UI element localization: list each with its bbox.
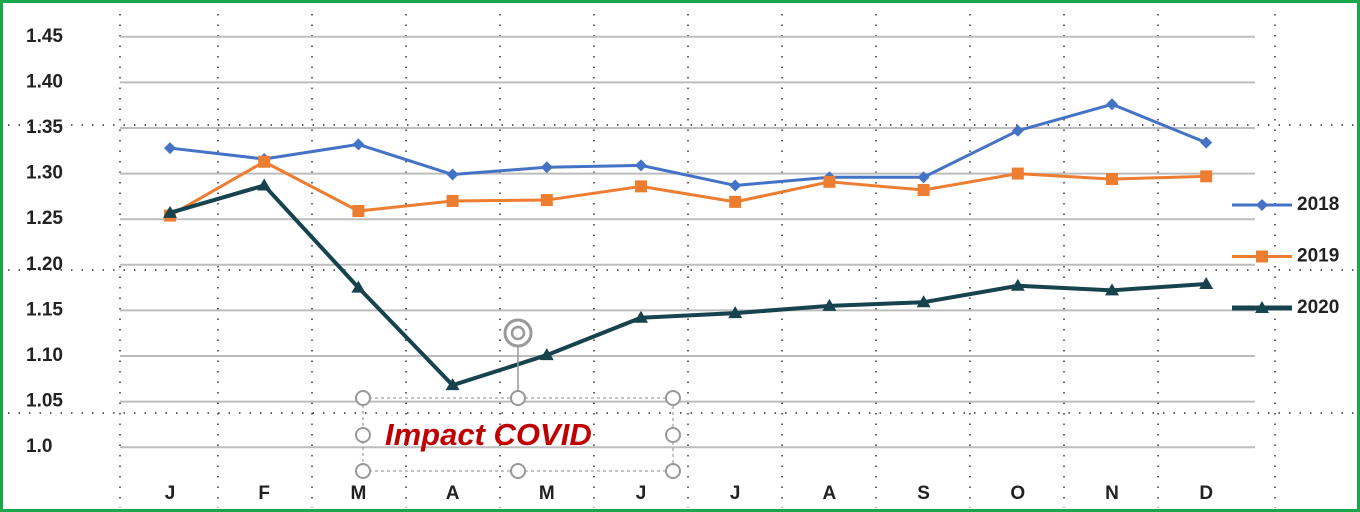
y-tick-label: 1.40	[26, 71, 63, 92]
marker	[446, 194, 459, 207]
marker	[823, 175, 836, 188]
y-tick-label: 1.15	[26, 299, 63, 320]
marker	[540, 161, 553, 174]
marker	[163, 205, 177, 218]
x-tick-label: M	[539, 483, 555, 504]
legend-label: 2019	[1297, 246, 1339, 267]
rotate-handle[interactable]	[503, 318, 533, 348]
marker	[917, 184, 930, 197]
legend-item: 2020	[1232, 297, 1339, 318]
marker	[635, 180, 647, 193]
marker	[729, 195, 742, 208]
plot	[163, 98, 1214, 391]
annotation: Impact COVID	[385, 417, 592, 452]
series-line	[169, 183, 1207, 388]
marker	[1199, 276, 1214, 289]
marker	[1106, 173, 1118, 186]
marker	[729, 179, 742, 192]
x-tick-label: A	[823, 483, 837, 504]
x-tick-label: M	[350, 483, 366, 504]
y-tick-label: 1.0	[26, 436, 52, 457]
handle[interactable]	[355, 463, 371, 479]
y-tick-label: 1.25	[26, 208, 63, 229]
legend-item: 2018	[1232, 194, 1339, 215]
marker	[445, 378, 460, 391]
x-tick-label: S	[917, 483, 930, 504]
grid: 1.0 1.05 1.10 1.15 1.20 1.25 1.30 1.35 1.40 1.45 J…	[26, 26, 1255, 504]
marker	[634, 310, 648, 323]
x-tick-label: J	[636, 483, 647, 504]
x-tick-label: D	[1199, 483, 1213, 504]
marker	[917, 171, 930, 184]
marker	[1106, 98, 1118, 111]
x-tick-label: F	[258, 483, 270, 504]
marker	[1256, 199, 1268, 211]
marker	[1200, 136, 1213, 149]
x-tick-label: O	[1010, 483, 1025, 504]
handle[interactable]	[665, 390, 681, 406]
marker	[352, 138, 365, 151]
handle[interactable]	[355, 390, 371, 406]
x-tick-label: J	[730, 483, 741, 504]
legend-label: 2020	[1297, 297, 1339, 318]
marker	[446, 168, 459, 181]
marker	[258, 155, 271, 168]
marker	[1255, 301, 1269, 313]
y-tick-label: 1.05	[26, 391, 63, 412]
marker	[916, 295, 931, 308]
y-tick-label: 1.45	[26, 26, 63, 47]
y-tick-label: 1.10	[26, 345, 63, 366]
marker	[540, 194, 553, 207]
handle[interactable]	[665, 463, 681, 479]
legend-label: 2018	[1297, 194, 1339, 215]
marker	[635, 159, 647, 172]
x-tick-label: J	[165, 483, 176, 504]
y-tick-label: 1.20	[26, 254, 63, 275]
marker	[1010, 278, 1025, 291]
y-tick-label: 1.30	[26, 163, 63, 184]
marker	[1105, 283, 1119, 296]
canvas-dots	[8, 14, 1355, 508]
marker	[164, 142, 176, 155]
legend-item: 2019	[1232, 246, 1339, 267]
handle[interactable]	[665, 427, 681, 443]
marker	[539, 348, 554, 361]
selection-box[interactable]: Impact COVID	[355, 318, 681, 479]
series-line	[169, 102, 1207, 187]
x-tick-label: N	[1105, 483, 1119, 504]
y-tick-label: 1.35	[26, 117, 63, 138]
marker	[1011, 167, 1024, 180]
handle[interactable]	[510, 463, 526, 479]
marker	[1011, 124, 1024, 137]
marker	[728, 306, 743, 319]
series-line	[169, 160, 1207, 217]
handle[interactable]	[355, 427, 371, 443]
marker	[1256, 250, 1268, 263]
handle[interactable]	[510, 390, 526, 406]
marker	[822, 298, 837, 311]
marker	[1200, 170, 1213, 183]
x-tick-label: A	[446, 483, 460, 504]
marker	[352, 204, 365, 217]
marker	[257, 178, 272, 191]
marker	[351, 280, 366, 293]
